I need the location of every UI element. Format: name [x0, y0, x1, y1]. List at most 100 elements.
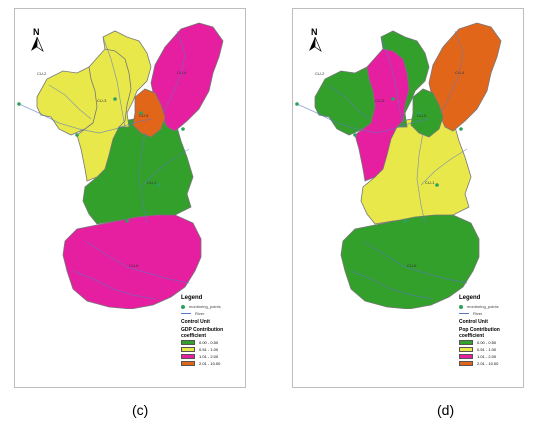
monitoring-point	[113, 97, 117, 101]
river-line	[420, 148, 468, 186]
monitoring-point	[417, 111, 421, 115]
zone-label: CU-2	[37, 71, 47, 76]
river-line	[142, 148, 190, 186]
legend-class-label: 0.00 - 0.50	[199, 340, 219, 345]
zone-label: CU-3	[375, 98, 385, 103]
control-unit-region	[62, 214, 202, 309]
north-arrow-icon: N	[31, 27, 44, 52]
class-swatch	[181, 340, 195, 345]
legend-class-row: 1.01 - 2.00	[459, 353, 523, 360]
class-swatch	[181, 354, 195, 359]
legend-class-row: 0.00 - 0.50	[181, 339, 245, 346]
river-line-icon	[181, 313, 191, 314]
figure-caption-d: (d)	[437, 402, 455, 418]
monitoring-point	[75, 133, 79, 137]
class-swatch	[181, 347, 195, 352]
control-unit-region	[340, 214, 480, 309]
legend-monitoring-label: monitoring_points	[189, 304, 221, 309]
zone-label: CU-5	[139, 113, 149, 118]
legend-class-label: 2.01 - 10.00	[199, 361, 221, 366]
legend-class-label: 0.00 - 0.50	[477, 340, 497, 345]
river-line	[138, 132, 148, 224]
legend-class-row: 0.00 - 0.50	[459, 339, 523, 346]
class-swatch	[459, 347, 473, 352]
legend-monitoring-row: monitoring_points	[181, 303, 245, 310]
legend-class-row: 0.51 - 1.00	[459, 346, 523, 353]
river-line	[380, 36, 404, 128]
legend-river-row: River	[181, 310, 245, 317]
legend-class-label: 0.51 - 1.00	[477, 347, 497, 352]
river-line	[326, 84, 370, 120]
legend: Legend monitoring_points River Control U…	[181, 295, 245, 367]
legend-unit-title: Control Unit	[459, 319, 488, 325]
zone-label: CU-1	[425, 180, 435, 185]
north-letter: N	[311, 27, 318, 37]
legend-class-label: 1.01 - 2.00	[199, 354, 219, 359]
map-canvas-c: CU-1 CU-2 CU-3 CU-4 CU-5 CU-6 N	[17, 22, 224, 309]
zone-label: CU-6	[407, 263, 417, 268]
river-line	[296, 103, 430, 134]
monitoring-point-icon	[181, 304, 185, 309]
river-line	[48, 84, 92, 120]
river-line	[362, 240, 468, 284]
river-line	[72, 270, 156, 300]
zone-label: CU-5	[417, 113, 427, 118]
legend-coeff-title: Pop Contribution coefficient	[459, 327, 500, 339]
legend-river-row: River	[459, 310, 523, 317]
legend-class-label: 1.01 - 2.00	[477, 354, 497, 359]
zone-label: CU-2	[315, 71, 325, 76]
monitoring-point	[353, 133, 357, 137]
legend-title: Legend	[459, 295, 481, 301]
river-line	[350, 270, 434, 300]
river-line-icon	[459, 313, 469, 314]
monitoring-point	[139, 111, 143, 115]
monitoring-point	[295, 102, 299, 106]
legend-river-label: River	[473, 311, 483, 316]
legend-class-row: 0.51 - 1.00	[181, 346, 245, 353]
map-panel-d: CU-1 CU-2 CU-3 CU-4 CU-5 CU-6 N Legend monitor…	[292, 8, 524, 388]
legend-unit-title: Control Unit	[181, 319, 210, 325]
legend-monitoring-label: monitoring_points	[467, 304, 499, 309]
legend-class-row: 2.01 - 10.00	[181, 360, 245, 367]
river-line	[18, 103, 152, 134]
river-line	[102, 36, 126, 128]
monitoring-point	[125, 219, 129, 223]
legend: Legend monitoring_points River Control U…	[459, 295, 523, 367]
monitoring-point	[391, 97, 395, 101]
monitoring-point	[17, 102, 21, 106]
class-swatch	[181, 361, 195, 366]
legend-coeff-title: GDP Contribution coefficient	[181, 327, 224, 339]
north-arrow-icon: N	[309, 27, 322, 52]
monitoring-point	[157, 183, 161, 187]
monitoring-point	[459, 127, 463, 131]
map-panel-c: CU-1 CU-2 CU-3 CU-4 CU-5 CU-6 N Legend monitor…	[14, 8, 246, 388]
north-letter: N	[33, 27, 40, 37]
river-line	[162, 30, 186, 114]
control-unit-region	[410, 88, 444, 138]
figure-caption-c: (c)	[132, 402, 149, 418]
legend-class-row: 1.01 - 2.00	[181, 353, 245, 360]
zone-label: CU-3	[97, 98, 107, 103]
legend-class-label: 2.01 - 10.00	[477, 361, 499, 366]
legend-monitoring-row: monitoring_points	[459, 303, 523, 310]
class-swatch	[459, 340, 473, 345]
zone-label: CU-4	[455, 70, 465, 75]
river-line	[416, 132, 426, 224]
river-line	[84, 240, 190, 284]
legend-class-label: 0.51 - 1.00	[199, 347, 219, 352]
zone-label: CU-1	[147, 180, 157, 185]
legend-title: Legend	[181, 295, 203, 301]
river-line	[440, 30, 464, 114]
control-unit-region	[132, 88, 166, 138]
zone-label: CU-6	[129, 263, 139, 268]
zone-label: CU-4	[177, 70, 187, 75]
map-canvas-d: CU-1 CU-2 CU-3 CU-4 CU-5 CU-6 N	[295, 22, 502, 309]
monitoring-point	[435, 183, 439, 187]
legend-class-row: 2.01 - 10.00	[459, 360, 523, 367]
monitoring-point	[181, 127, 185, 131]
class-swatch	[459, 361, 473, 366]
legend-river-label: River	[195, 311, 205, 316]
class-swatch	[459, 354, 473, 359]
monitoring-point	[403, 219, 407, 223]
monitoring-point-icon	[459, 304, 463, 309]
